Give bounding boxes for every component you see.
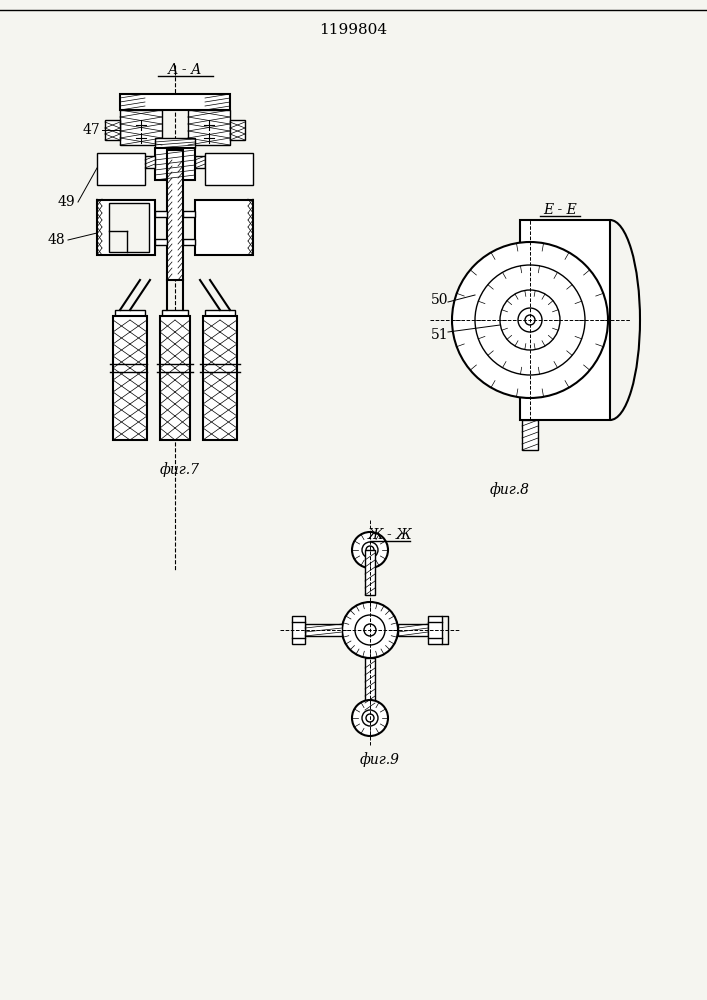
Bar (195, 200, 253, 255)
Circle shape (342, 602, 398, 658)
Bar (167, 150, 183, 280)
Circle shape (362, 710, 378, 726)
Bar (120, 110, 162, 145)
Circle shape (355, 615, 385, 645)
Bar (365, 658, 375, 710)
Bar (183, 239, 195, 245)
Text: 1199804: 1199804 (319, 23, 387, 37)
Bar (205, 310, 235, 316)
Bar (155, 239, 167, 245)
Bar (97, 153, 145, 185)
Text: 51: 51 (431, 328, 449, 342)
Bar (305, 624, 342, 636)
Bar (155, 138, 195, 148)
Circle shape (475, 265, 585, 375)
Bar (520, 220, 610, 420)
Circle shape (362, 542, 378, 558)
Text: фиг.8: фиг.8 (490, 483, 530, 497)
Bar (160, 316, 190, 440)
Bar (162, 310, 188, 316)
Text: фиг.7: фиг.7 (160, 463, 200, 477)
Bar (115, 310, 145, 316)
Circle shape (364, 624, 376, 636)
Bar (365, 550, 375, 595)
Circle shape (452, 242, 608, 398)
Circle shape (525, 315, 535, 325)
Bar (398, 624, 428, 636)
Circle shape (500, 290, 560, 350)
Bar (109, 203, 149, 252)
Text: 50: 50 (431, 293, 449, 307)
Text: фиг.9: фиг.9 (360, 753, 400, 767)
Bar (428, 616, 442, 644)
Bar (155, 211, 167, 217)
Circle shape (366, 714, 374, 722)
Bar (203, 316, 237, 440)
Bar (113, 316, 147, 440)
Circle shape (352, 532, 388, 568)
Text: А - А: А - А (168, 63, 202, 77)
Bar (205, 153, 253, 185)
Bar (120, 94, 230, 110)
Text: 48: 48 (47, 233, 65, 247)
Bar (97, 200, 155, 255)
Bar (188, 110, 230, 145)
Bar (145, 156, 155, 168)
Circle shape (518, 308, 542, 332)
Bar (105, 120, 120, 140)
Circle shape (366, 546, 374, 554)
Text: 47: 47 (82, 123, 100, 137)
Bar (155, 148, 195, 180)
Text: 49: 49 (57, 195, 75, 209)
Bar (195, 156, 205, 168)
Bar (292, 616, 305, 644)
Bar (183, 211, 195, 217)
Bar (522, 420, 538, 450)
Text: Е - Е: Е - Е (543, 203, 577, 217)
Text: Ж - Ж: Ж - Ж (368, 528, 412, 542)
Circle shape (352, 700, 388, 736)
Bar (230, 120, 245, 140)
